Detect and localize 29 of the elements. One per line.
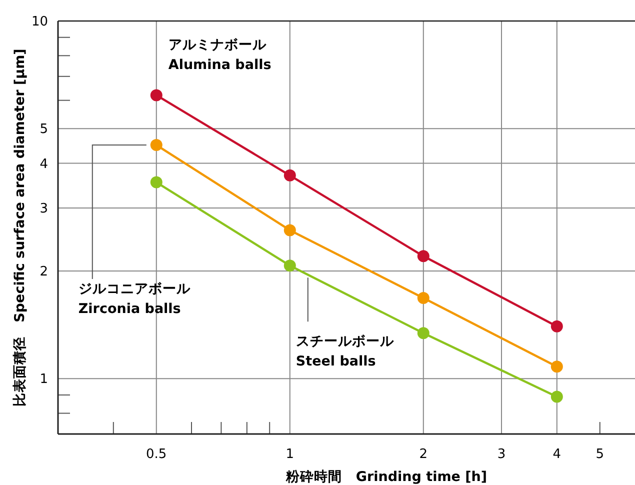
- y-tick-label: 2: [40, 264, 48, 280]
- point: [550, 390, 563, 403]
- x-axis-title: 粉砕時間 Grinding time [h]: [284, 469, 488, 485]
- x-tick-label: 2: [419, 447, 428, 462]
- point: [284, 169, 296, 182]
- series-label: アルミナボール Alumina balls: [168, 37, 272, 74]
- x-tick-label: 5: [596, 447, 604, 462]
- series-label: スチールボール Steel balls: [296, 334, 395, 370]
- x-tick-label: 3: [497, 447, 506, 462]
- point: [284, 260, 296, 272]
- point: [417, 327, 430, 340]
- text: ジルコニアボール Zirconia balls: [78, 281, 192, 318]
- point: [284, 224, 296, 236]
- x-tick-label: 4: [552, 447, 562, 462]
- y-tick-label: 3: [40, 202, 48, 217]
- point: [550, 320, 563, 332]
- x-tick-label: 0.5: [146, 447, 167, 462]
- point: [150, 176, 162, 188]
- y-tick-label: 5: [40, 122, 48, 138]
- y-axis-title: 比表面積径 Specific surface area diameter [µm]: [12, 48, 28, 406]
- y-tick-label: 4: [40, 156, 48, 172]
- y-tick-label: 10: [31, 14, 48, 30]
- point: [150, 89, 162, 102]
- point: [417, 250, 430, 262]
- point: [550, 360, 563, 373]
- point: [150, 139, 162, 152]
- point: [417, 292, 430, 304]
- x-tick-label: 1: [286, 447, 294, 462]
- y-tick-label: 1: [40, 372, 48, 388]
